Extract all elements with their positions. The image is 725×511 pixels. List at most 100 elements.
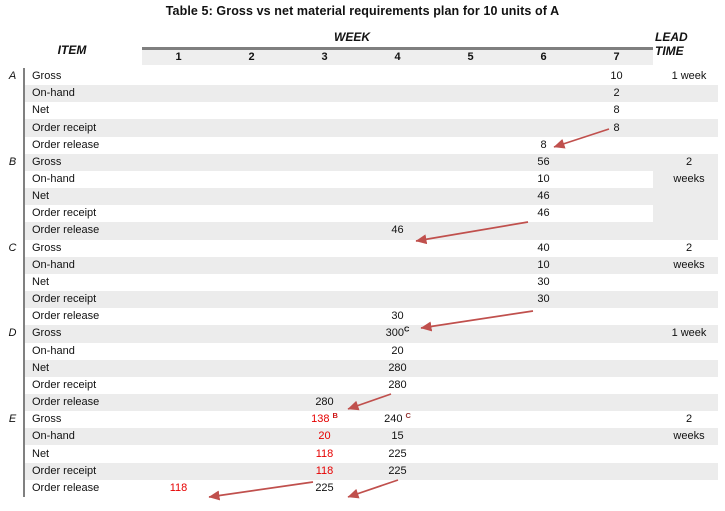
- item-letter: C: [8, 241, 17, 254]
- table-row: On-hand 2: [0, 85, 725, 103]
- row-label: Order release: [32, 224, 100, 237]
- lead-time: weeks: [673, 258, 705, 271]
- week-6-value: 46: [537, 207, 550, 220]
- week-4-value: 30: [391, 310, 404, 323]
- lead-header-line1: LEAD: [655, 30, 688, 44]
- week-number: 2: [248, 51, 255, 63]
- row-label: Gross: [32, 155, 62, 168]
- week-4-value: 225: [388, 447, 407, 460]
- row-label: Order release: [32, 310, 100, 323]
- row-label: Order release: [32, 138, 100, 151]
- week-3-value: 20: [318, 430, 331, 443]
- row-label: On-hand: [32, 87, 75, 100]
- week-7-value: 8: [613, 121, 620, 134]
- lead-time: 2: [685, 241, 693, 254]
- week-number-header-row: 1 2 3 4 5 6 7: [142, 47, 653, 65]
- table-row: Order release 8: [0, 137, 725, 154]
- week-3-value: 225: [315, 481, 334, 494]
- row-label: Gross: [32, 327, 62, 340]
- row-label: Net: [32, 361, 50, 374]
- week-7-value: 10: [610, 70, 623, 83]
- week-1-value: 118: [169, 481, 188, 494]
- table-row: On-hand 20: [0, 343, 725, 360]
- week-3-value: 138 B: [311, 410, 338, 426]
- week-number: 1: [175, 51, 182, 63]
- week-3-value: 118: [315, 447, 334, 460]
- week-7-value: 8: [613, 104, 620, 117]
- week-4-value: 300C: [385, 324, 410, 340]
- week-6-value: 40: [537, 241, 550, 254]
- table-row: A Gross 10 1 week: [0, 68, 725, 85]
- table-row: Net 30: [0, 274, 725, 291]
- item-divider-line: [23, 68, 25, 497]
- week-number: 3: [321, 51, 328, 63]
- row-label: Order receipt: [32, 207, 97, 220]
- week-4-value: 46: [391, 224, 404, 237]
- row-label: Net: [32, 104, 50, 117]
- week-4-value: 280: [388, 378, 407, 391]
- row-label: On-hand: [32, 258, 75, 271]
- week-6-value: 46: [537, 190, 550, 203]
- item-letter: D: [8, 327, 17, 340]
- table-row: Net 8: [0, 102, 725, 119]
- table-row: On-hand 10 weeks: [0, 256, 725, 275]
- week-6-value: 30: [537, 275, 550, 288]
- table-row: Order release 46: [0, 222, 725, 240]
- week-6-value: 10: [537, 173, 550, 186]
- week-4-value: 20: [391, 344, 404, 357]
- week-number: 6: [540, 51, 547, 63]
- week-4-value: 280: [388, 361, 407, 374]
- table-row: Order release 30: [0, 308, 725, 325]
- row-label: Net: [32, 275, 50, 288]
- week-number: 4: [394, 51, 401, 63]
- week-3-value: 118: [315, 464, 334, 477]
- table-row: Order receipt 280: [0, 377, 725, 394]
- item-column-header: ITEM: [57, 43, 87, 57]
- week-4-value: 225: [388, 464, 407, 477]
- lead-time: 1 week: [671, 70, 707, 83]
- footnote-marker: C: [405, 410, 411, 420]
- footnote-marker: C: [403, 324, 410, 334]
- row-label: On-hand: [32, 173, 75, 186]
- table-row: C Gross 40 2: [0, 240, 725, 257]
- item-letter: A: [8, 70, 17, 83]
- table-row: Order receipt 8: [0, 119, 725, 137]
- table-body: A Gross 10 1 week On-hand 2 Net 8 Order receipt 8…: [0, 68, 725, 497]
- week-3-value: 280: [315, 396, 334, 409]
- table-row: On-hand 20 15 weeks: [0, 428, 725, 446]
- row-label: Net: [32, 190, 50, 203]
- item-letter: E: [8, 413, 17, 426]
- lead-time: 2: [685, 413, 693, 426]
- lead-time: 1 week: [671, 327, 707, 340]
- lead-time: weeks: [673, 173, 705, 186]
- row-label: Gross: [32, 70, 62, 83]
- table-row: Order release 118 225: [0, 480, 725, 497]
- table-row: D Gross 300C 1 week: [0, 324, 725, 343]
- table-row: Net 46: [0, 188, 725, 206]
- row-label: Order receipt: [32, 121, 97, 134]
- lead-time: 2: [685, 155, 693, 168]
- table-row: On-hand 10 weeks: [0, 170, 725, 189]
- week-6-value: 56: [537, 155, 550, 168]
- row-label: Net: [32, 447, 50, 460]
- row-label: Order release: [32, 481, 100, 494]
- table-row: Net 118 225: [0, 445, 725, 462]
- table-title: Table 5: Gross vs net material requireme…: [165, 4, 560, 18]
- table-row: E Gross 138 B 240 C 2: [0, 411, 725, 428]
- table-row: B Gross 56 2: [0, 153, 725, 172]
- row-label: Gross: [32, 241, 62, 254]
- week-number: 7: [613, 51, 620, 63]
- row-label: Order receipt: [32, 378, 97, 391]
- table-row: Order receipt 46: [0, 205, 725, 223]
- row-label: On-hand: [32, 344, 75, 357]
- lead-time: weeks: [673, 430, 705, 443]
- table-row: Net 280: [0, 359, 725, 377]
- table-row: Order receipt 118 225: [0, 462, 725, 480]
- week-7-value: 2: [613, 87, 620, 100]
- row-label: Order release: [32, 396, 100, 409]
- footnote-marker: B: [332, 410, 338, 420]
- lead-time-column-header: LEAD TIME: [655, 30, 725, 58]
- week-6-value: 10: [537, 258, 550, 271]
- week-number: 5: [467, 51, 474, 63]
